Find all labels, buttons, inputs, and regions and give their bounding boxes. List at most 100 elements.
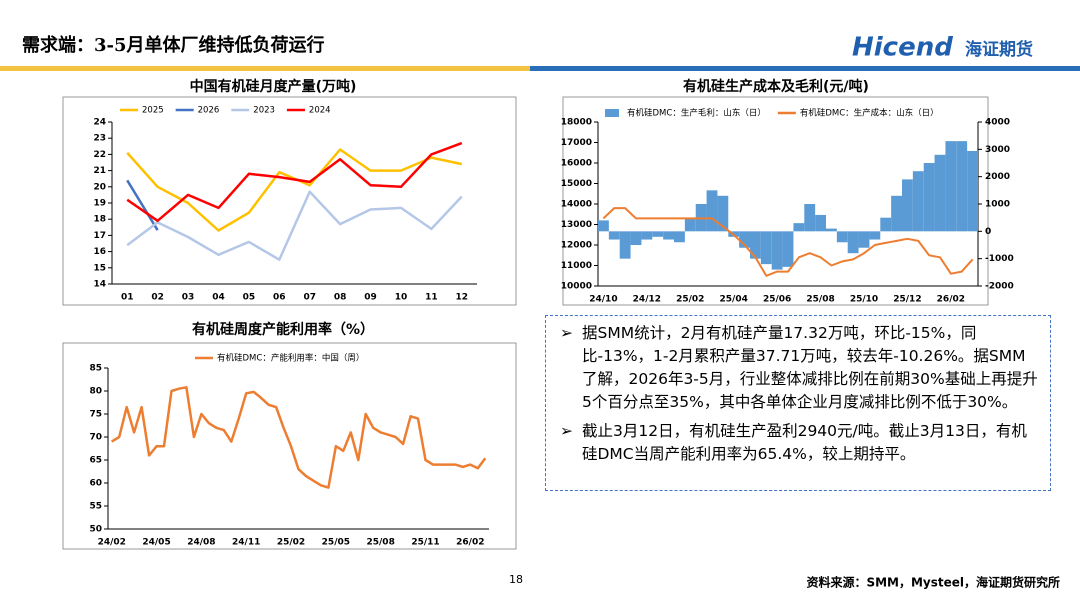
x-tick-label: 02 bbox=[151, 293, 164, 303]
y-tick-label: 75 bbox=[89, 410, 102, 420]
x-tick-label: 25/04 bbox=[720, 295, 748, 305]
x-tick-label: 25/06 bbox=[763, 295, 791, 305]
bar bbox=[934, 154, 946, 232]
chart-frame bbox=[62, 342, 517, 550]
x-tick-label: 25/11 bbox=[411, 538, 439, 548]
y-tick-label: 12000 bbox=[561, 241, 592, 251]
y-tick-label: 15 bbox=[93, 263, 106, 273]
legend-label: 2025 bbox=[142, 106, 164, 116]
x-tick-label: 10 bbox=[395, 293, 408, 303]
y-tick-label: 55 bbox=[89, 502, 102, 512]
bar bbox=[663, 231, 674, 240]
y2-tick-label: 3000 bbox=[985, 145, 1010, 155]
bar bbox=[836, 231, 848, 243]
y-tick-label: 14000 bbox=[561, 200, 592, 210]
x-tick-label: 05 bbox=[243, 293, 256, 303]
y-tick-label: 85 bbox=[89, 364, 102, 374]
bar bbox=[967, 150, 978, 232]
x-tick-label: 24/02 bbox=[98, 538, 126, 548]
y-tick-label: 16000 bbox=[561, 159, 592, 169]
legend-label: 有机硅DMC：生产毛利：山东（日） bbox=[627, 108, 766, 119]
bar bbox=[717, 195, 729, 232]
y-tick-label: 60 bbox=[89, 479, 102, 489]
y-tick-label: 80 bbox=[89, 387, 102, 397]
x-tick-label: 25/05 bbox=[322, 538, 350, 548]
legend-label: 2023 bbox=[253, 106, 275, 116]
legend-swatch bbox=[605, 109, 619, 117]
bar bbox=[869, 231, 881, 240]
x-tick-label: 25/08 bbox=[806, 295, 834, 305]
y-tick-label: 14 bbox=[93, 280, 106, 290]
y-tick-label: 22 bbox=[93, 150, 106, 160]
y-tick-label: 13000 bbox=[561, 220, 592, 230]
x-tick-label: 26/02 bbox=[456, 538, 484, 548]
y-tick-label: 11000 bbox=[561, 261, 592, 271]
x-tick-label: 25/10 bbox=[850, 295, 878, 305]
x-tick-label: 07 bbox=[303, 293, 316, 303]
legend-label: 有机硅DMC：产能利用率：中国（周） bbox=[217, 353, 364, 364]
legend-label: 2026 bbox=[198, 106, 220, 116]
x-tick-label: 25/08 bbox=[367, 538, 395, 548]
legend-label: 2024 bbox=[309, 106, 331, 116]
bar bbox=[760, 231, 772, 265]
y-tick-label: 65 bbox=[89, 456, 102, 466]
line bbox=[111, 386, 487, 489]
y2-tick-label: 4000 bbox=[985, 118, 1010, 128]
note: 据SMM统计，2月有机硅产量17.32万吨，环比-15%，同比-13%，1-2月… bbox=[560, 322, 1040, 414]
y-tick-label: 24 bbox=[93, 118, 106, 128]
page-number: 18 bbox=[509, 573, 523, 586]
x-tick-label: 12 bbox=[456, 293, 469, 303]
x-tick-label: 24/10 bbox=[589, 295, 617, 305]
y-tick-label: 16 bbox=[93, 247, 106, 257]
y-tick-label: 18 bbox=[93, 215, 106, 225]
line bbox=[126, 148, 463, 232]
y-tick-label: 15000 bbox=[561, 179, 592, 189]
bar bbox=[598, 220, 609, 232]
x-tick-label: 09 bbox=[364, 293, 377, 303]
bar bbox=[750, 231, 761, 259]
bar bbox=[804, 204, 816, 232]
source: 资料来源：SMM，Mysteel，海证期货研究所 bbox=[806, 575, 1060, 590]
bar bbox=[793, 223, 805, 232]
x-tick-label: 04 bbox=[212, 293, 225, 303]
logo-cn: 海证期货 bbox=[965, 39, 1033, 60]
chart-frame bbox=[562, 96, 989, 306]
y-tick-label: 19 bbox=[93, 199, 106, 209]
x-tick-label: 25/02 bbox=[676, 295, 704, 305]
x-tick-label: 24/05 bbox=[142, 538, 170, 548]
chart-title: 有机硅周度产能利用率（%） bbox=[192, 321, 374, 338]
x-tick-label: 26/02 bbox=[937, 295, 965, 305]
bar bbox=[880, 217, 892, 232]
y2-tick-label: -2000 bbox=[985, 282, 1014, 292]
bar bbox=[674, 231, 685, 243]
bar bbox=[641, 231, 653, 240]
x-tick-label: 01 bbox=[121, 293, 134, 303]
y-tick-label: 17000 bbox=[561, 138, 592, 148]
line bbox=[126, 179, 159, 231]
bar bbox=[923, 163, 935, 232]
slide-title: 需求端：3-5月单体厂维持低负荷运行 bbox=[22, 34, 325, 56]
bar bbox=[652, 231, 664, 237]
line bbox=[602, 207, 974, 277]
bar bbox=[847, 231, 859, 254]
bar bbox=[706, 190, 718, 232]
note: 截止3月12日，有机硅生产盈利2940元/吨。截止3月13日，有机硅DMC当周产… bbox=[560, 420, 1040, 466]
y-tick-label: 70 bbox=[89, 433, 102, 443]
bar bbox=[739, 231, 750, 248]
x-tick-label: 11 bbox=[425, 293, 438, 303]
bar bbox=[815, 214, 826, 232]
chart-title: 中国有机硅月度产量(万吨) bbox=[190, 78, 357, 95]
y-tick-label: 20 bbox=[93, 182, 106, 192]
logo: Hicend bbox=[852, 33, 953, 63]
x-tick-label: 08 bbox=[334, 293, 347, 303]
x-tick-label: 24/08 bbox=[187, 538, 215, 548]
notes-box: 据SMM统计，2月有机硅产量17.32万吨，环比-15%，同比-13%，1-2月… bbox=[545, 315, 1051, 491]
bar bbox=[912, 171, 924, 232]
bar bbox=[608, 231, 620, 240]
y2-tick-label: 2000 bbox=[985, 172, 1010, 182]
bar bbox=[945, 141, 957, 232]
legend-label: 有机硅DMC：生产成本：山东（日） bbox=[800, 108, 939, 119]
x-tick-label: 25/12 bbox=[893, 295, 921, 305]
